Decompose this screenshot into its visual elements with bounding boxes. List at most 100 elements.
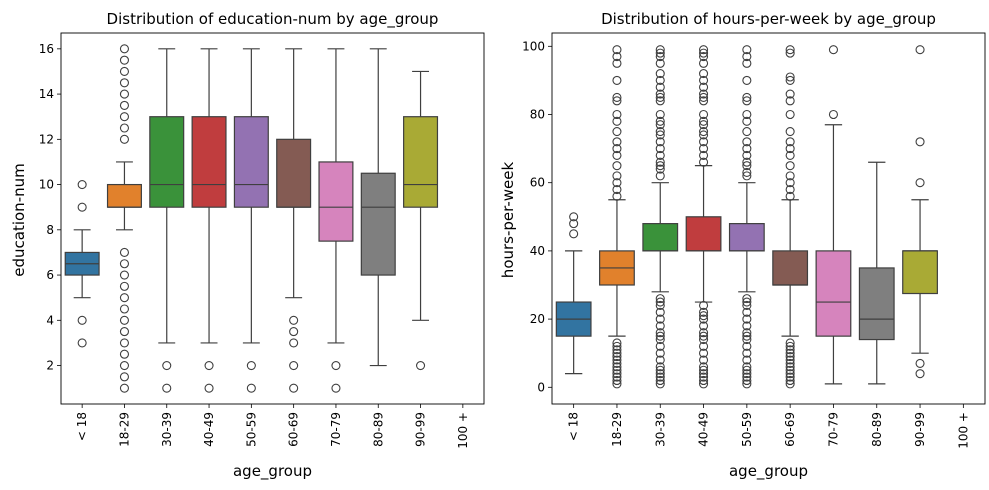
- y-tick-label: 14: [39, 87, 54, 101]
- outlier-point: [742, 355, 752, 365]
- outlier-point: [119, 383, 129, 393]
- outlier-point: [77, 202, 87, 212]
- outlier-point: [612, 92, 622, 102]
- outlier-point: [698, 51, 709, 62]
- outlier-point: [655, 116, 665, 126]
- outlier-point: [698, 96, 709, 106]
- y-tick-label: 16: [39, 42, 54, 56]
- outlier-point: [246, 383, 256, 393]
- outlier-point: [698, 75, 709, 85]
- y-tick-label: 12: [39, 132, 54, 146]
- y-tick-label: 40: [530, 244, 545, 258]
- outlier-point: [698, 92, 709, 102]
- y-tick-label: 4: [46, 313, 54, 327]
- outlier-point: [742, 321, 752, 331]
- box-< 18: [64, 180, 100, 348]
- outlier-point: [289, 338, 299, 348]
- outlier-point: [785, 375, 795, 386]
- outlier-point: [612, 109, 622, 120]
- outlier-point: [612, 375, 622, 386]
- x-tick-label: 30-39: [653, 412, 667, 447]
- outlier-point: [785, 355, 795, 365]
- outlier-point: [785, 96, 795, 106]
- outlier-point: [612, 341, 622, 351]
- outlier-point: [119, 100, 129, 110]
- outlier-point: [655, 171, 665, 181]
- outlier-point: [698, 45, 709, 55]
- plot-area: 2 4 6 8 10 12 14 16 < 18 18-29 30-39 40-49 50-59 60-6…: [39, 32, 485, 449]
- outlier-point: [612, 184, 622, 195]
- outlier-point: [785, 365, 795, 375]
- outlier-point: [655, 297, 665, 307]
- outlier-point: [77, 180, 87, 190]
- outlier-point: [742, 314, 752, 324]
- x-axis-label: age_group: [729, 462, 808, 481]
- outlier-point: [698, 348, 709, 358]
- outlier-point: [612, 51, 622, 62]
- y-tick-label: 2: [46, 359, 54, 373]
- outlier-point: [119, 327, 129, 337]
- box-iqr: [815, 250, 852, 337]
- outlier-point: [204, 360, 214, 371]
- box-90-99: [403, 70, 439, 371]
- outlier-point: [655, 92, 665, 102]
- box-70-79: [318, 48, 354, 393]
- outlier-point: [655, 369, 665, 379]
- chart-title: Distribution of education-num by age_gro…: [107, 10, 439, 29]
- outlier-point: [742, 375, 752, 386]
- outlier-point: [612, 191, 622, 201]
- outlier-point: [655, 321, 665, 331]
- box-iqr: [902, 250, 938, 295]
- box-iqr: [276, 138, 312, 208]
- outlier-point: [655, 75, 665, 85]
- box-40-49: [191, 48, 227, 393]
- outlier-point: [289, 383, 299, 393]
- outlier-point: [698, 331, 709, 341]
- outlier-point: [612, 379, 622, 389]
- outlier-point: [785, 184, 795, 195]
- box-iqr: [233, 116, 269, 208]
- box-iqr: [360, 172, 396, 276]
- outlier-point: [742, 96, 752, 106]
- outlier-point: [612, 338, 622, 348]
- outlier-point: [655, 58, 665, 68]
- outlier-point: [655, 294, 665, 304]
- outlier-point: [698, 126, 709, 137]
- outlier-point: [612, 372, 622, 382]
- outlier-point: [915, 137, 925, 147]
- outlier-point: [742, 365, 752, 375]
- y-tick-label: 10: [39, 178, 54, 192]
- outlier-point: [785, 362, 795, 372]
- box-60-69: [276, 48, 312, 393]
- outlier-point: [655, 82, 665, 92]
- box-iqr: [106, 183, 142, 208]
- outlier-point: [331, 360, 341, 371]
- outlier-point: [612, 348, 622, 358]
- outlier-point: [655, 89, 665, 99]
- outlier-point: [698, 372, 709, 382]
- outlier-point: [655, 48, 665, 58]
- outlier-point: [119, 78, 129, 88]
- outlier-point: [119, 89, 129, 99]
- outlier-point: [612, 362, 622, 372]
- y-tick-label: 20: [530, 312, 545, 326]
- outlier-point: [655, 69, 665, 79]
- box-80-89: [858, 161, 895, 385]
- outlier-point: [785, 379, 795, 389]
- outlier-point: [655, 109, 665, 120]
- outlier-point: [742, 372, 752, 382]
- outlier-point: [698, 58, 709, 68]
- outlier-point: [655, 161, 665, 171]
- outlier-point: [742, 150, 752, 160]
- outlier-point: [119, 259, 129, 269]
- x-tick-label: 100 +: [956, 412, 970, 449]
- outlier-point: [612, 365, 622, 375]
- outlier-point: [785, 171, 795, 181]
- outlier-point: [612, 171, 622, 181]
- outlier-point: [415, 360, 426, 371]
- x-tick-label: < 18: [567, 412, 581, 441]
- box-60-69: [772, 45, 809, 389]
- outlier-point: [785, 109, 795, 120]
- outlier-point: [742, 348, 752, 358]
- outlier-point: [698, 109, 709, 120]
